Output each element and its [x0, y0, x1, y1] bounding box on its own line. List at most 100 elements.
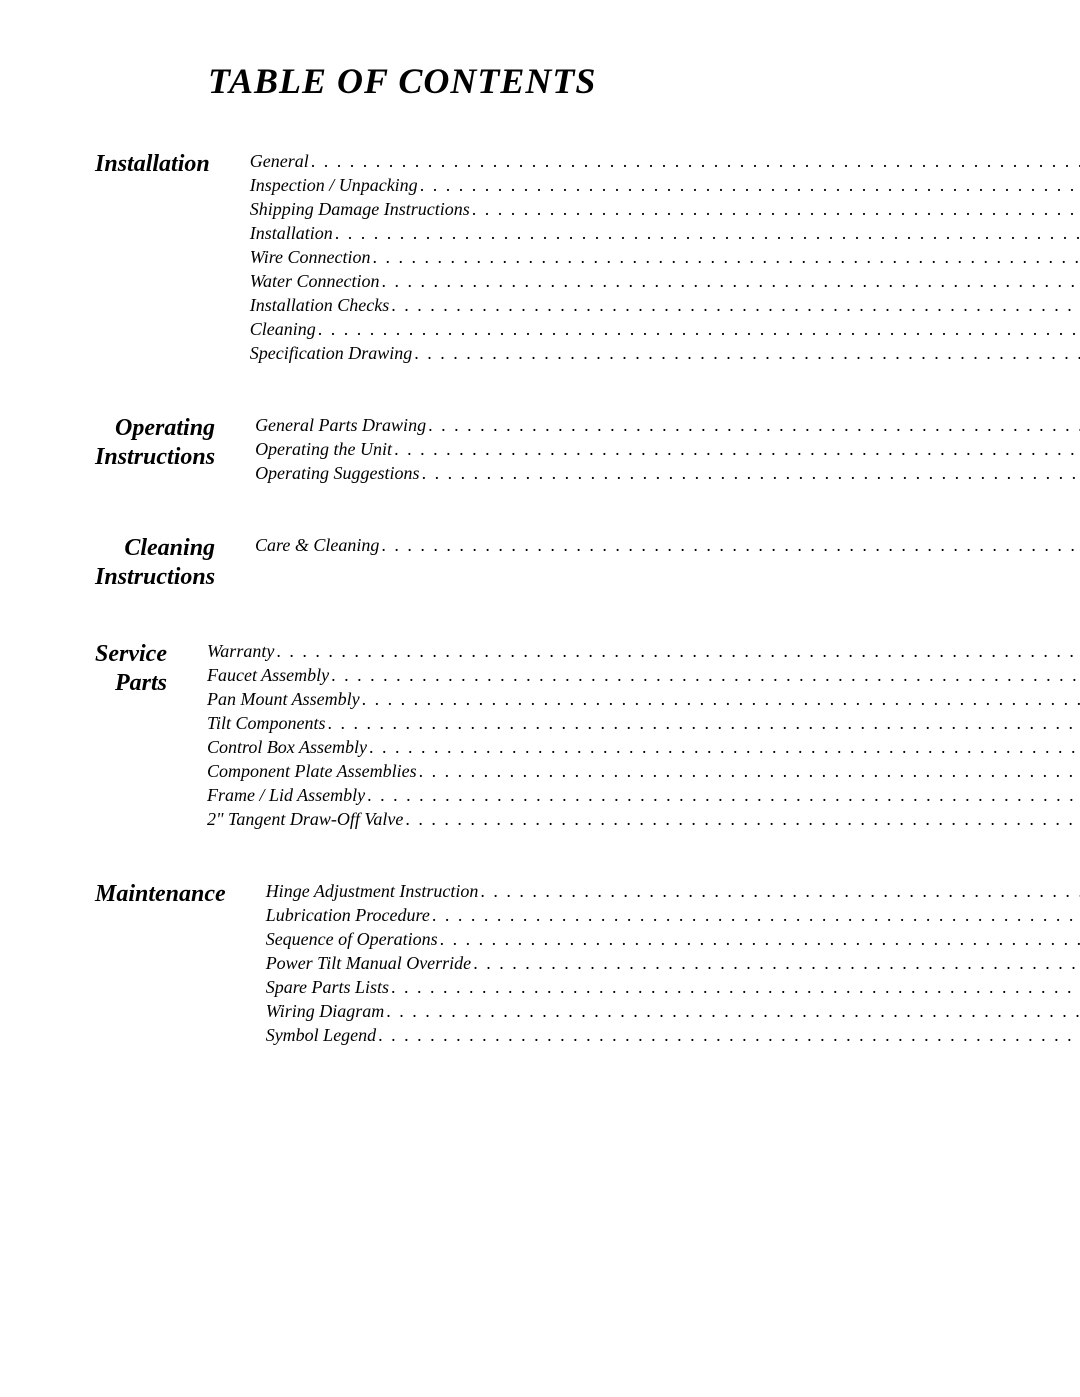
entry-label: Hinge Adjustment Instruction — [266, 880, 479, 903]
dot-leader — [384, 1000, 1080, 1023]
entry-label: Pan Mount Assembly — [207, 688, 360, 711]
section-title: Service Parts — [95, 640, 207, 698]
toc-entry: Wiring Diagram18 — [266, 1000, 1080, 1023]
toc-entry: Water Connection2 — [250, 270, 1080, 293]
dot-leader — [316, 318, 1080, 341]
dot-leader — [367, 736, 1080, 759]
entry-label: General Parts Drawing — [255, 414, 426, 437]
dot-leader — [403, 808, 1080, 831]
toc-entry: Installation Checks2 — [250, 294, 1080, 317]
entry-label: Specification Drawing — [250, 342, 412, 365]
entry-label: Warranty — [207, 640, 274, 663]
entry-label: Spare Parts Lists — [266, 976, 389, 999]
dot-leader — [389, 976, 1080, 999]
dot-leader — [309, 150, 1080, 173]
dot-leader — [418, 174, 1080, 197]
dot-leader — [438, 928, 1080, 951]
toc-section: Cleaning InstructionsCare & Cleaning6 — [95, 534, 985, 592]
entry-label: Installation — [250, 222, 333, 245]
toc-entry: Faucet Assembly7 — [207, 664, 1080, 687]
dot-leader — [389, 294, 1080, 317]
entry-label: Faucet Assembly — [207, 664, 329, 687]
dot-leader — [420, 462, 1080, 485]
toc-entry: Inspection / Unpacking1 — [250, 174, 1080, 197]
toc-entry: General Parts Drawing4 — [255, 414, 1080, 437]
page-title: TABLE OF CONTENTS — [208, 60, 985, 102]
entry-label: Inspection / Unpacking — [250, 174, 418, 197]
entry-label: Sequence of Operations — [266, 928, 438, 951]
toc-section: InstallationGeneral1Inspection / Unpacki… — [95, 150, 985, 366]
entry-label: Frame / Lid Assembly — [207, 784, 365, 807]
toc-entry: Shipping Damage Instructions1 — [250, 198, 1080, 221]
entry-label: Component Plate Assemblies — [207, 760, 417, 783]
dot-leader — [333, 222, 1080, 245]
entry-label: Power Tilt Manual Override — [266, 952, 472, 975]
dot-leader — [380, 270, 1080, 293]
entry-label: Tilt Components — [207, 712, 326, 735]
toc-section: Operating InstructionsGeneral Parts Draw… — [95, 414, 985, 486]
dot-leader — [426, 414, 1080, 437]
toc-entry: Operating Suggestions5 — [255, 462, 1080, 485]
toc-entry: Wire Connection2 — [250, 246, 1080, 269]
entry-label: Cleaning — [250, 318, 316, 341]
dot-leader — [326, 712, 1080, 735]
section-title: Cleaning Instructions — [95, 534, 255, 592]
entry-label: Installation Checks — [250, 294, 389, 317]
toc-section: MaintenanceHinge Adjustment Instruction1… — [95, 880, 985, 1048]
entry-label: General — [250, 150, 309, 173]
section-title: Installation — [95, 150, 250, 179]
toc-entry: Lubrication Procedure15 — [266, 904, 1080, 927]
toc-entry: Hinge Adjustment Instruction15 — [266, 880, 1080, 903]
dot-leader — [365, 784, 1080, 807]
dot-leader — [371, 246, 1080, 269]
section-entries: Hinge Adjustment Instruction15Lubricatio… — [266, 880, 1080, 1048]
toc-entry: Component Plate Assemblies12 — [207, 760, 1080, 783]
dot-leader — [478, 880, 1080, 903]
dot-leader — [417, 760, 1080, 783]
toc-entry: Operating the Unit5 — [255, 438, 1080, 461]
section-entries: Care & Cleaning6 — [255, 534, 1080, 558]
toc-entry: Pan Mount Assembly8 — [207, 688, 1080, 711]
entry-label: Lubrication Procedure — [266, 904, 430, 927]
entry-label: Water Connection — [250, 270, 380, 293]
entry-label: Control Box Assembly — [207, 736, 367, 759]
dot-leader — [430, 904, 1080, 927]
toc-entry: Installation1 — [250, 222, 1080, 245]
entry-label: Symbol Legend — [266, 1024, 376, 1047]
toc-entry: Warranty7 — [207, 640, 1080, 663]
toc-entry: Tilt Components9-10 — [207, 712, 1080, 735]
toc-entry: Power Tilt Manual Override16 — [266, 952, 1080, 975]
toc-entry: Specification Drawing3 — [250, 342, 1080, 365]
dot-leader — [329, 664, 1080, 687]
toc-entry: General1 — [250, 150, 1080, 173]
toc-entry: Frame / Lid Assembly13 — [207, 784, 1080, 807]
dot-leader — [379, 534, 1080, 557]
dot-leader — [376, 1024, 1080, 1047]
entry-label: Operating the Unit — [255, 438, 392, 461]
toc-entry: Care & Cleaning6 — [255, 534, 1080, 557]
toc-entry: Symbol Legend19-20 — [266, 1024, 1080, 1047]
section-entries: Warranty7Faucet Assembly7Pan Mount Assem… — [207, 640, 1080, 832]
entry-label: Shipping Damage Instructions — [250, 198, 470, 221]
toc-entry: Control Box Assembly11 — [207, 736, 1080, 759]
section-title: Maintenance — [95, 880, 266, 909]
dot-leader — [471, 952, 1080, 975]
dot-leader — [470, 198, 1080, 221]
entry-label: Operating Suggestions — [255, 462, 420, 485]
toc-section: Service PartsWarranty7Faucet Assembly7Pa… — [95, 640, 985, 832]
section-entries: General Parts Drawing4Operating the Unit… — [255, 414, 1080, 486]
section-entries: General1Inspection / Unpacking1Shipping … — [250, 150, 1080, 366]
entry-label: 2" Tangent Draw-Off Valve — [207, 808, 403, 831]
toc-entry: Sequence of Operations16 — [266, 928, 1080, 951]
dot-leader — [392, 438, 1080, 461]
dot-leader — [274, 640, 1080, 663]
entry-label: Wire Connection — [250, 246, 371, 269]
toc-entry: Cleaning2 — [250, 318, 1080, 341]
dot-leader — [412, 342, 1080, 365]
dot-leader — [360, 688, 1080, 711]
entry-label: Wiring Diagram — [266, 1000, 385, 1023]
toc-container: InstallationGeneral1Inspection / Unpacki… — [95, 150, 985, 1048]
toc-entry: 2" Tangent Draw-Off Valve14 — [207, 808, 1080, 831]
toc-entry: Spare Parts Lists17 — [266, 976, 1080, 999]
section-title: Operating Instructions — [95, 414, 255, 472]
